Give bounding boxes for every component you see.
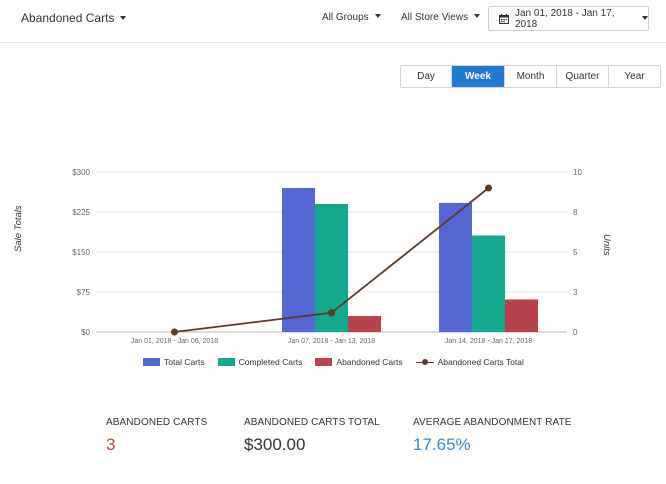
legend-label: Abandoned Carts Total: [437, 357, 524, 367]
legend-item-abandoned-carts[interactable]: Abandoned Carts: [315, 357, 403, 367]
total-average-abandonment-rate: AVERAGE ABANDONMENT RATE 17.65%: [413, 417, 572, 455]
report-type-dropdown[interactable]: Abandoned Carts: [21, 11, 127, 25]
chevron-down-icon: [374, 14, 381, 19]
x-tick-label: Jan 01, 2018 - Jan 06, 2018: [131, 338, 218, 345]
date-range-label: Jan 01, 2018 - Jan 17, 2018: [515, 7, 615, 30]
chevron-down-icon: [120, 15, 127, 20]
y-tick-label: $300: [72, 168, 90, 177]
bar-abandoned-carts: [505, 299, 538, 332]
period-month-button[interactable]: Month: [505, 66, 557, 87]
y2-tick-label: 10: [573, 168, 582, 177]
total-value: 3: [106, 435, 116, 454]
x-tick-label: Jan 14, 2018 - Jan 17, 2018: [445, 338, 532, 345]
total-abandoned-carts: ABANDONED CARTS 3: [106, 417, 207, 455]
legend-label: Abandoned Carts: [336, 357, 403, 367]
total-abandoned-carts-total: ABANDONED CARTS TOTAL $300.00: [244, 417, 380, 455]
x-tick-label: Jan 07, 2018 - Jan 13, 2018: [288, 338, 375, 345]
y2-tick-label: 3: [573, 288, 578, 297]
legend-swatch: [315, 358, 333, 366]
store-view-dropdown[interactable]: All Store Views: [401, 12, 481, 23]
legend-label: Total Carts: [164, 357, 205, 367]
legend-item-abandoned-carts-total[interactable]: Abandoned Carts Total: [415, 357, 524, 367]
period-week-button[interactable]: Week: [452, 66, 505, 87]
period-quarter-button[interactable]: Quarter: [557, 66, 609, 87]
legend-line-swatch: [415, 358, 434, 366]
chevron-down-icon: [474, 14, 481, 19]
total-label: ABANDONED CARTS: [106, 417, 208, 428]
legend-swatch: [143, 358, 160, 366]
y2-tick-label: 0: [573, 328, 578, 337]
total-label: AVERAGE ABANDONMENT RATE: [413, 417, 572, 428]
total-value: 17.65%: [413, 435, 471, 454]
chart-legend: Total Carts Completed Carts Abandoned Ca…: [143, 357, 537, 367]
y-tick-label: $0: [81, 328, 90, 337]
bar-total-carts: [282, 188, 315, 332]
store-view-label: All Store Views: [401, 12, 469, 23]
y-tick-label: $150: [72, 248, 90, 257]
customer-group-dropdown[interactable]: All Groups: [322, 12, 381, 23]
period-day-button[interactable]: Day: [401, 66, 452, 87]
line-point: [328, 309, 335, 317]
report-type-label: Abandoned Carts: [21, 11, 115, 25]
y2-tick-label: 8: [573, 208, 578, 217]
bar-completed-carts: [472, 235, 505, 332]
legend-item-total-carts[interactable]: Total Carts: [143, 357, 205, 367]
period-switcher: Day Week Month Quarter Year: [400, 65, 661, 88]
legend-item-completed-carts[interactable]: Completed Carts: [217, 357, 303, 367]
period-year-button[interactable]: Year: [609, 66, 660, 87]
y2-tick-label: 5: [573, 248, 578, 257]
chevron-down-icon: [642, 15, 648, 20]
legend-swatch: [217, 358, 235, 366]
date-range-picker[interactable]: Jan 01, 2018 - Jan 17, 2018: [488, 6, 649, 31]
legend-label: Completed Carts: [238, 357, 303, 367]
line-point: [171, 328, 178, 336]
total-label: ABANDONED CARTS TOTAL: [244, 417, 380, 428]
y-tick-label: $75: [77, 288, 91, 297]
line-point: [485, 184, 492, 192]
calendar-icon: [499, 13, 509, 24]
bar-total-carts: [439, 202, 472, 332]
total-value: $300.00: [244, 435, 306, 454]
report-toolbar: Abandoned Carts All Groups All Store Vie…: [0, 0, 666, 43]
y-tick-label: $225: [72, 208, 90, 217]
customer-group-label: All Groups: [322, 12, 369, 23]
bar-abandoned-carts: [348, 316, 381, 332]
